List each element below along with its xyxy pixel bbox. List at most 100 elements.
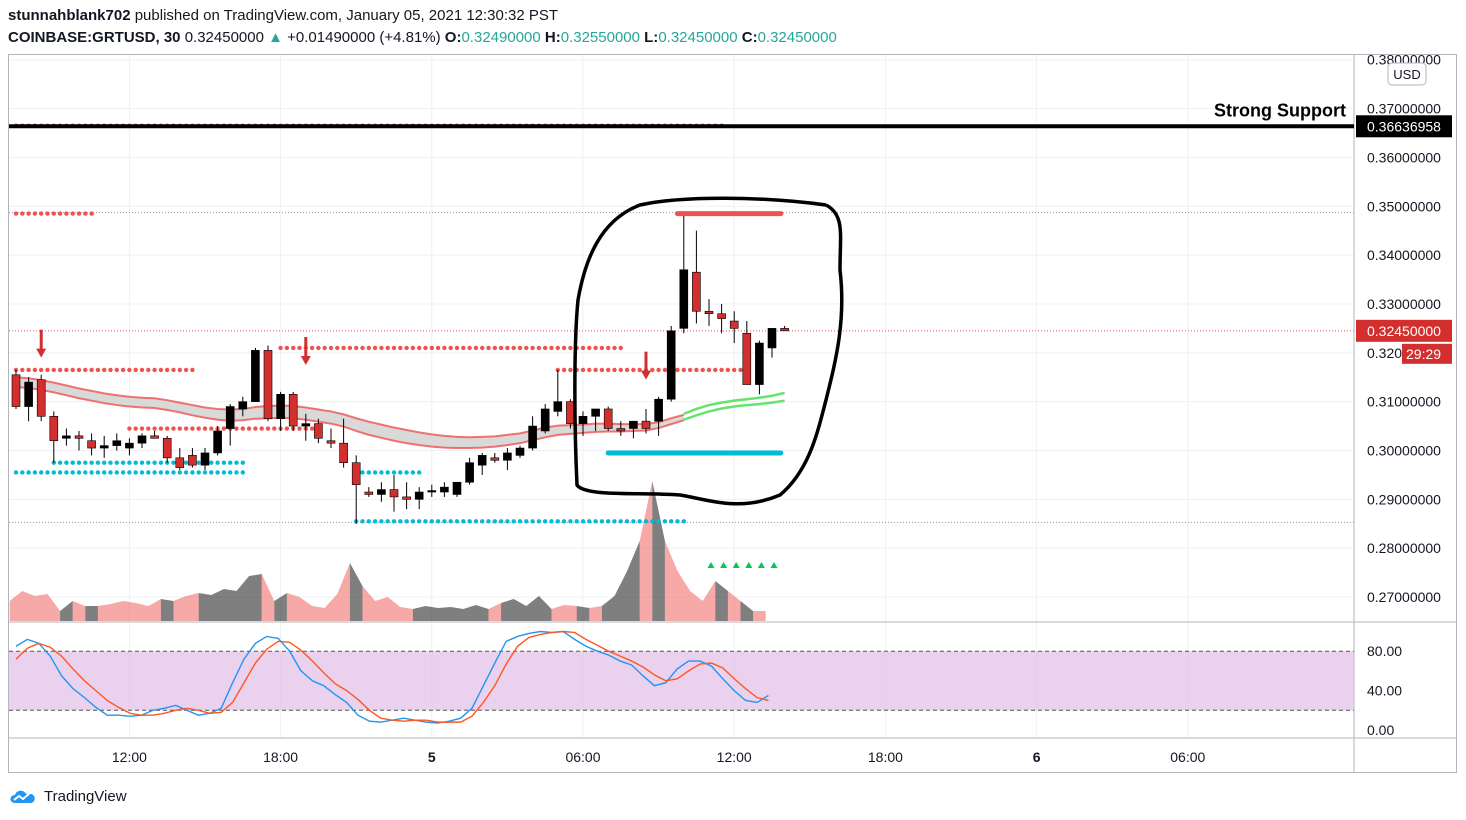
- resistance-dot: [133, 367, 138, 373]
- candle-body: [654, 398, 663, 422]
- candle-body: [87, 440, 96, 449]
- resistance-dot: [291, 345, 296, 351]
- tradingview-logo[interactable]: TradingView: [8, 787, 127, 805]
- price-tick-label: 0.35000000: [1367, 198, 1441, 214]
- support-dot: [45, 470, 50, 475]
- candle-body: [704, 310, 714, 315]
- candle-body: [692, 271, 701, 312]
- candle-body: [200, 452, 210, 466]
- support-dot: [524, 519, 529, 524]
- candle-body: [11, 374, 21, 407]
- support-dot: [675, 519, 680, 524]
- resistance-dot: [70, 367, 75, 373]
- resistance-dot: [694, 367, 699, 373]
- candle-body: [351, 462, 361, 485]
- support-dot: [398, 519, 403, 524]
- ema-green-lower-line: [683, 399, 785, 421]
- support-dot: [171, 470, 176, 475]
- support-dot: [202, 470, 208, 475]
- resistance-dot: [372, 345, 378, 351]
- resistance-dot: [454, 345, 460, 351]
- candle-body: [314, 423, 323, 439]
- support-dot: [366, 519, 371, 524]
- ema-green-upper-line: [683, 391, 785, 416]
- resistance-dot: [385, 345, 390, 351]
- resistance-dot: [593, 345, 598, 351]
- resistance-dot: [580, 367, 586, 373]
- resistance-dot: [171, 426, 176, 431]
- author-name[interactable]: stunnahblank702: [8, 7, 131, 24]
- price-tick-label: 0.37000000: [1367, 101, 1441, 117]
- resistance-dot: [492, 345, 497, 351]
- support-dot: [158, 470, 164, 475]
- support-dot: [64, 470, 69, 475]
- support-dot: [70, 470, 75, 475]
- candle-body: [666, 330, 676, 400]
- support-dot: [165, 470, 170, 475]
- resistance-dot: [221, 426, 227, 431]
- support-dot: [120, 460, 126, 465]
- support-dot: [51, 470, 56, 475]
- support-dot: [410, 519, 416, 524]
- resistance-dot: [429, 345, 434, 351]
- resistance-dot: [190, 426, 195, 431]
- candle-body: [251, 350, 260, 402]
- support-dot: [631, 519, 636, 524]
- support-dot: [70, 460, 75, 465]
- strong-support-annotation: Strong Support: [1214, 100, 1346, 120]
- resistance-dot: [637, 367, 642, 373]
- price-tick-label: 0.31000000: [1367, 394, 1441, 410]
- candle-body: [326, 440, 336, 444]
- support-dot: [228, 460, 233, 465]
- support-price-label: 0.36636958: [1367, 118, 1441, 134]
- resistance-dot: [64, 211, 69, 216]
- time-tick-label: 06:00: [565, 749, 600, 765]
- resistance-dot: [51, 367, 56, 373]
- resistance-dot: [95, 367, 101, 373]
- resistance-dot: [284, 426, 290, 431]
- candle-body: [364, 491, 374, 495]
- support-dot: [114, 470, 120, 475]
- support-dot: [448, 519, 453, 524]
- osc-tick-label: 80.00: [1367, 643, 1402, 659]
- support-dot: [196, 460, 201, 465]
- resistance-dot: [146, 367, 151, 373]
- resistance-dot: [32, 367, 38, 373]
- resistance-dot: [662, 367, 668, 373]
- resistance-dot: [473, 345, 479, 351]
- candle-body: [641, 420, 651, 429]
- price-tick-label: 0.34000000: [1367, 247, 1441, 263]
- volume-area: [9, 481, 766, 621]
- support-dot: [511, 519, 516, 524]
- candle-body: [377, 489, 386, 495]
- buy-signal-icon: [770, 562, 778, 568]
- resistance-dot: [335, 345, 340, 351]
- resistance-dot: [524, 345, 529, 351]
- resistance-dot: [177, 426, 182, 431]
- resistance-dot: [183, 367, 189, 373]
- resistance-dot: [309, 426, 315, 431]
- support-dot: [221, 470, 227, 475]
- support-price-tag: [1356, 115, 1452, 138]
- candle-body: [74, 435, 84, 439]
- support-dot: [57, 460, 63, 465]
- support-dot: [139, 470, 145, 475]
- support-dot: [76, 470, 82, 475]
- candle-body: [767, 328, 777, 349]
- resistance-dot: [127, 426, 132, 431]
- resistance-dot: [13, 367, 19, 373]
- buy-signal-icon: [757, 562, 765, 568]
- support-dot: [20, 470, 25, 475]
- resistance-dot: [561, 367, 567, 373]
- buy-signal-icon: [720, 562, 728, 568]
- support-dot: [391, 519, 397, 524]
- resistance-dot: [51, 211, 56, 216]
- candle-body: [603, 408, 613, 429]
- resistance-dot: [360, 345, 365, 351]
- support-dot: [102, 470, 107, 475]
- candle-body: [263, 350, 273, 420]
- candle-body: [717, 313, 726, 319]
- chart-frame: [8, 54, 1457, 773]
- support-dot: [435, 519, 441, 524]
